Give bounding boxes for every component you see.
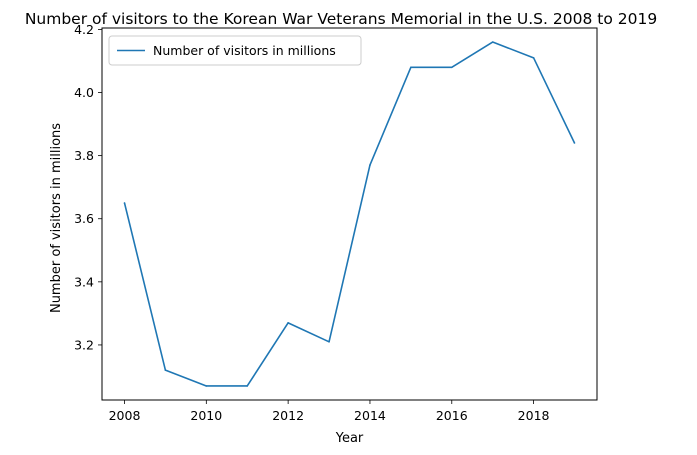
data-point-2019 (573, 142, 576, 144)
y-tick-label: 4.2 (74, 22, 94, 37)
data-point-2013 (328, 340, 330, 343)
data-point-2012 (287, 322, 289, 324)
x-tick-label: 2016 (436, 408, 468, 423)
y-tick-label: 3.8 (74, 148, 94, 163)
legend-box (108, 35, 362, 66)
x-tick-label: 2010 (190, 408, 222, 423)
data-point-2011 (246, 385, 249, 387)
y-tick-label: 3.2 (74, 337, 94, 352)
x-axis: 2008 2010 2012 2014 2016 2018 (109, 400, 550, 423)
y-tick-label: 4.0 (74, 85, 94, 100)
x-tick-label: 2008 (109, 408, 141, 423)
plot-area (101, 27, 598, 401)
y-tick-label: 3.4 (74, 274, 94, 289)
series-points (123, 41, 576, 387)
series-line-visitors (123, 41, 576, 387)
data-point-2009 (164, 369, 167, 371)
data-point-2014 (369, 164, 371, 166)
legend-entry-visitors: Number of visitors in millions (153, 43, 336, 58)
data-point-2018 (532, 57, 535, 59)
y-axis-label: Number of visitors in millions (49, 123, 64, 313)
data-point-2010 (205, 385, 208, 387)
y-axis: 3.2 3.4 3.6 3.8 4.0 4.2 (74, 22, 102, 352)
chart-title: Number of visitors to the Korean War Vet… (25, 10, 657, 28)
data-point-2017 (491, 41, 494, 43)
data-point-2016 (450, 66, 453, 69)
x-tick-label: 2012 (272, 408, 304, 423)
legend: Number of visitors in millions (108, 35, 362, 66)
data-point-2015 (410, 66, 412, 69)
x-tick-label: 2014 (354, 408, 386, 423)
x-tick-label: 2018 (518, 408, 550, 423)
data-point-2008 (123, 202, 126, 204)
y-tick-label: 3.6 (74, 211, 94, 226)
x-axis-label: Year (335, 431, 364, 446)
